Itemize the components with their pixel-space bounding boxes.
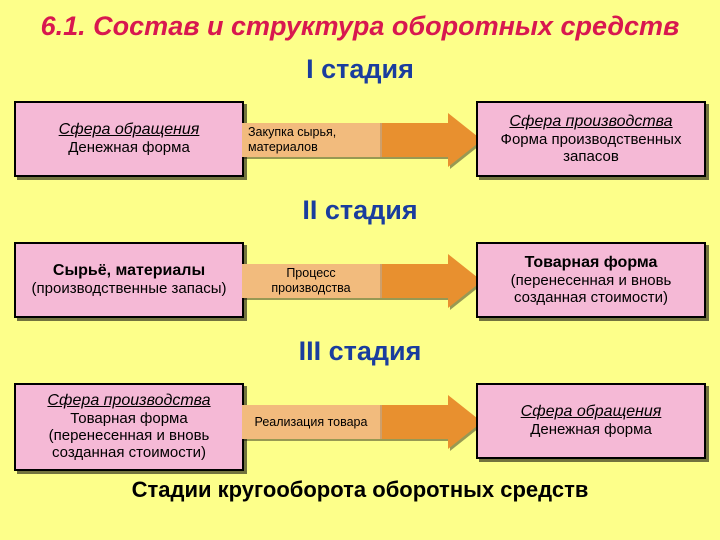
stage-1-left-box: Сфера обращения Денежная форма	[14, 101, 244, 177]
stage-2-label: II стадия	[0, 195, 720, 226]
box-sub: Денежная форма	[484, 421, 698, 438]
arrow-1-label: Закупка сырья, материалов	[242, 123, 382, 157]
box-sub: (перенесенная и вновь созданная стоимост…	[484, 272, 698, 306]
box-sub: Форма производственных запасов	[484, 131, 698, 165]
box-sub: Товарная форма (перенесенная и вновь соз…	[22, 410, 236, 461]
box-head: Сфера обращения	[484, 403, 698, 421]
box-head: Товарная форма	[484, 254, 698, 272]
page-title: 6.1. Состав и структура оборотных средст…	[0, 0, 720, 50]
stage-1-right-box: Сфера производства Форма производственны…	[476, 101, 706, 177]
stage-2-right-box: Товарная форма (перенесенная и вновь соз…	[476, 242, 706, 318]
arrow-3: Реализация товара	[242, 405, 478, 439]
box-sub: (производственные запасы)	[22, 280, 236, 297]
stage-1-label: I стадия	[0, 54, 720, 85]
stage-1-row: Сфера обращения Денежная форма Закупка с…	[14, 91, 706, 191]
stage-3-label: III стадия	[0, 336, 720, 367]
box-sub: Денежная форма	[22, 139, 236, 156]
arrow-2-label: Процесс производства	[242, 264, 382, 298]
stage-3-right-box: Сфера обращения Денежная форма	[476, 383, 706, 459]
stage-3-row: Сфера производства Товарная форма (перен…	[14, 373, 706, 473]
stage-2-left-box: Сырьё, материалы (производственные запас…	[14, 242, 244, 318]
stage-3-left-box: Сфера производства Товарная форма (перен…	[14, 383, 244, 471]
box-head: Сфера производства	[484, 113, 698, 131]
arrow-1: Закупка сырья, материалов	[242, 123, 478, 157]
box-head: Сфера производства	[22, 392, 236, 410]
footer-caption: Стадии кругооборота оборотных средств	[0, 477, 720, 503]
box-head: Сырьё, материалы	[22, 262, 236, 280]
arrow-3-label: Реализация товара	[242, 405, 382, 439]
stage-2-row: Сырьё, материалы (производственные запас…	[14, 232, 706, 332]
arrow-2: Процесс производства	[242, 264, 478, 298]
box-head: Сфера обращения	[22, 121, 236, 139]
